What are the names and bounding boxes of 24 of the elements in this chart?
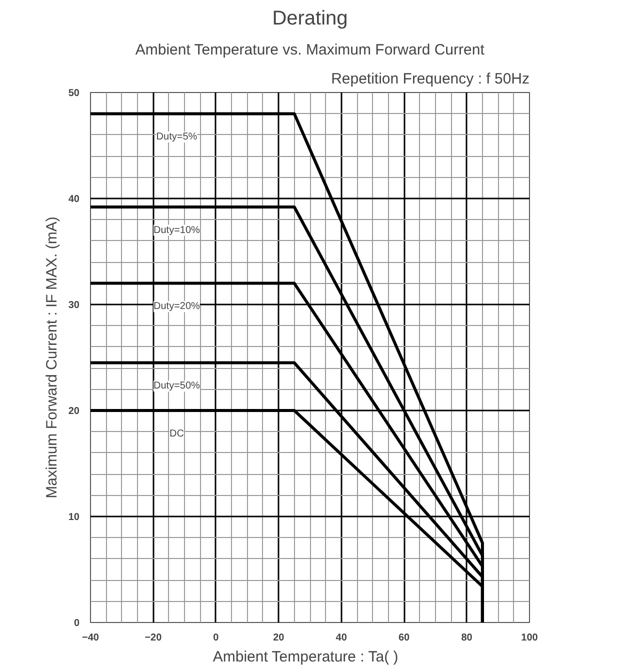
- x-tick-label: −20: [144, 632, 162, 644]
- y-tick-label: 10: [68, 512, 80, 523]
- y-tick-label: 20: [68, 406, 80, 417]
- x-tick-label: 0: [213, 632, 220, 644]
- y-axis-title: Maximum Forward Current : IF MAX. (mA): [43, 216, 60, 498]
- series-label: Duty=10%: [154, 224, 200, 236]
- chart-title: Derating: [272, 8, 348, 30]
- x-axis-title: Ambient Temperature : Ta( ): [212, 648, 398, 666]
- y-tick-label: 30: [68, 300, 80, 311]
- x-tick-label: −40: [82, 632, 100, 644]
- x-tick-label: 80: [461, 632, 473, 644]
- y-tick-label: 0: [74, 618, 80, 629]
- text: Repetition Frequency : f 50Hz: [331, 70, 530, 88]
- series-label: DC: [170, 428, 184, 440]
- x-tick-label: 40: [336, 632, 348, 644]
- chart-subtitle: Ambient Temperature vs. Maximum Forward Current: [135, 42, 486, 58]
- series-label: Duty=20%: [154, 301, 200, 312]
- x-tick-label: 20: [273, 632, 285, 644]
- y-tick-label: 40: [68, 194, 80, 205]
- x-tick-label: 60: [398, 632, 410, 644]
- series-label: Duty=50%: [154, 380, 200, 392]
- series-label: Duty=5%: [156, 132, 198, 143]
- y-tick-label: 50: [68, 88, 80, 99]
- x-tick-label: 100: [521, 632, 538, 644]
